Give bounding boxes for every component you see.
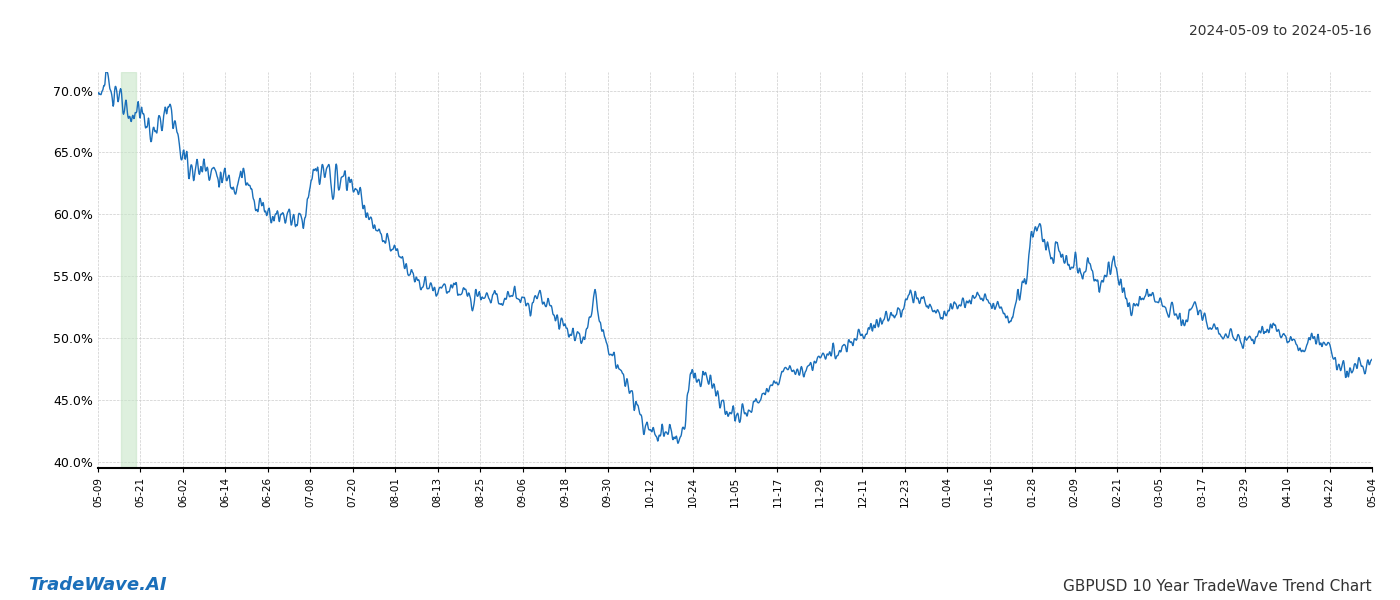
Text: TradeWave.AI: TradeWave.AI: [28, 576, 167, 594]
Text: GBPUSD 10 Year TradeWave Trend Chart: GBPUSD 10 Year TradeWave Trend Chart: [1064, 579, 1372, 594]
Bar: [120, 72, 136, 468]
Text: 2024-05-09 to 2024-05-16: 2024-05-09 to 2024-05-16: [1190, 24, 1372, 38]
